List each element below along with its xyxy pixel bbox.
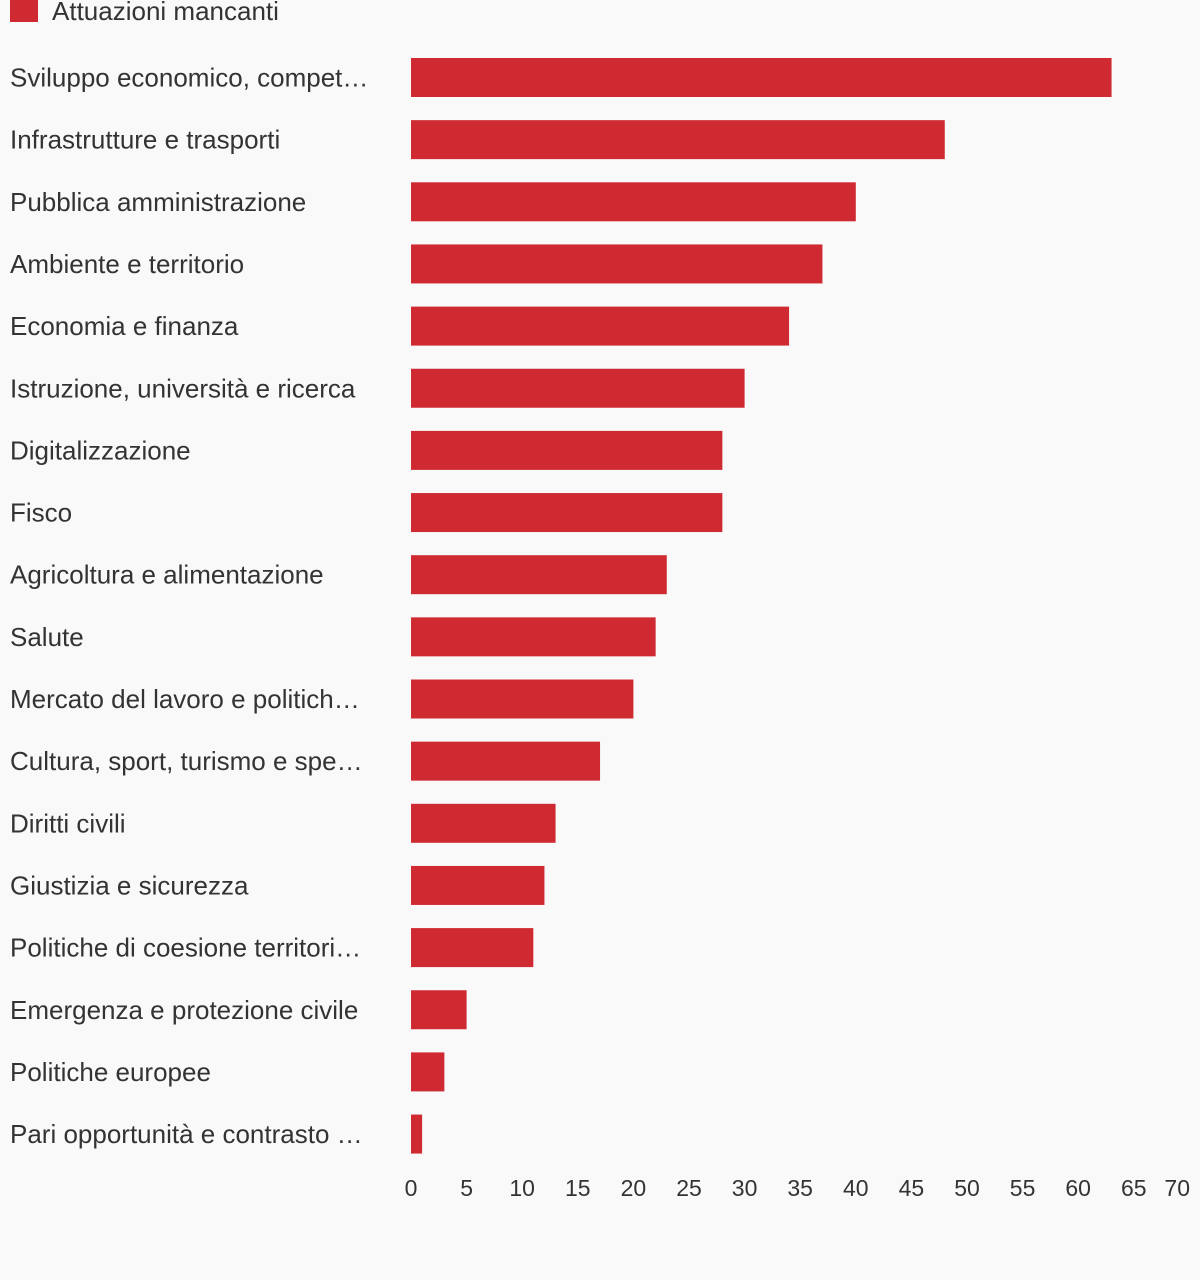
category-label: Infrastrutture e trasporti — [10, 125, 280, 155]
x-tick-label: 50 — [954, 1175, 980, 1201]
bar — [411, 1114, 423, 1154]
legend-swatch — [10, 0, 38, 22]
x-tick-label: 15 — [565, 1175, 591, 1201]
category-label: Pari opportunità e contrasto … — [10, 1119, 363, 1149]
x-tick-label: 10 — [509, 1175, 535, 1201]
legend-label: Attuazioni mancanti — [52, 0, 279, 26]
category-label: Fisco — [10, 498, 72, 528]
bar — [411, 741, 601, 781]
category-label: Emergenza e protezione civile — [10, 995, 358, 1025]
bar — [411, 182, 856, 222]
category-label: Digitalizzazione — [10, 435, 191, 465]
bar — [411, 368, 745, 408]
x-tick-label: 65 — [1121, 1175, 1147, 1201]
legend: Attuazioni mancanti — [10, 0, 279, 26]
category-label: Salute — [10, 622, 84, 652]
bar — [411, 555, 667, 595]
bar — [411, 1052, 445, 1092]
category-label: Giustizia e sicurezza — [10, 870, 249, 900]
bar — [411, 58, 1112, 97]
x-tick-label: 5 — [460, 1175, 473, 1201]
bar — [411, 803, 556, 843]
category-label: Sviluppo economico, compet… — [10, 63, 368, 93]
x-tick-label: 40 — [843, 1175, 869, 1201]
category-label: Mercato del lavoro e politich… — [10, 684, 360, 714]
category-labels: Sviluppo economico, compet… Infrastruttur… — [10, 63, 368, 1150]
bar — [411, 679, 634, 719]
x-tick-label: 60 — [1065, 1175, 1091, 1201]
bar — [411, 865, 545, 905]
x-axis-ticks: 0 5 10 15 20 25 30 35 40 45 50 55 60 65 70 — [405, 1175, 1190, 1201]
bar — [411, 928, 534, 968]
x-tick-label: 55 — [1010, 1175, 1036, 1201]
category-label: Economia e finanza — [10, 311, 239, 341]
x-tick-label: 30 — [732, 1175, 758, 1201]
x-tick-label: 35 — [787, 1175, 813, 1201]
bars — [411, 58, 1112, 1154]
x-tick-label: 25 — [676, 1175, 702, 1201]
bar — [411, 430, 723, 470]
bar — [411, 306, 790, 346]
category-label: Cultura, sport, turismo e spe… — [10, 746, 363, 776]
category-label: Ambiente e territorio — [10, 249, 244, 279]
bar — [411, 244, 823, 284]
x-tick-label: 20 — [621, 1175, 647, 1201]
category-label: Pubblica amministrazione — [10, 187, 306, 217]
category-label: Politiche di coesione territori… — [10, 933, 361, 963]
category-label: Diritti civili — [10, 808, 126, 838]
bar — [411, 120, 945, 160]
x-tick-label: 0 — [405, 1175, 418, 1201]
category-label: Politiche europee — [10, 1057, 211, 1087]
category-label: Agricoltura e alimentazione — [10, 560, 324, 590]
category-label: Istruzione, università e ricerca — [10, 373, 356, 403]
bar — [411, 493, 723, 533]
x-tick-label: 45 — [899, 1175, 925, 1201]
bar — [411, 617, 656, 657]
x-tick-label: 70 — [1164, 1175, 1190, 1201]
bar — [411, 990, 467, 1030]
